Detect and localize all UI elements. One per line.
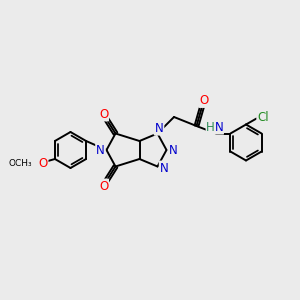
- Text: Cl: Cl: [257, 111, 269, 124]
- Text: O: O: [38, 157, 47, 170]
- Text: O: O: [200, 94, 208, 107]
- Text: N: N: [154, 122, 164, 135]
- Text: N: N: [160, 161, 169, 175]
- Text: OCH₃: OCH₃: [8, 159, 32, 168]
- Text: O: O: [99, 179, 108, 193]
- Text: N: N: [169, 143, 178, 157]
- Text: H: H: [206, 121, 215, 134]
- Text: N: N: [214, 121, 224, 134]
- Text: O: O: [99, 107, 108, 121]
- Text: N: N: [96, 143, 105, 157]
